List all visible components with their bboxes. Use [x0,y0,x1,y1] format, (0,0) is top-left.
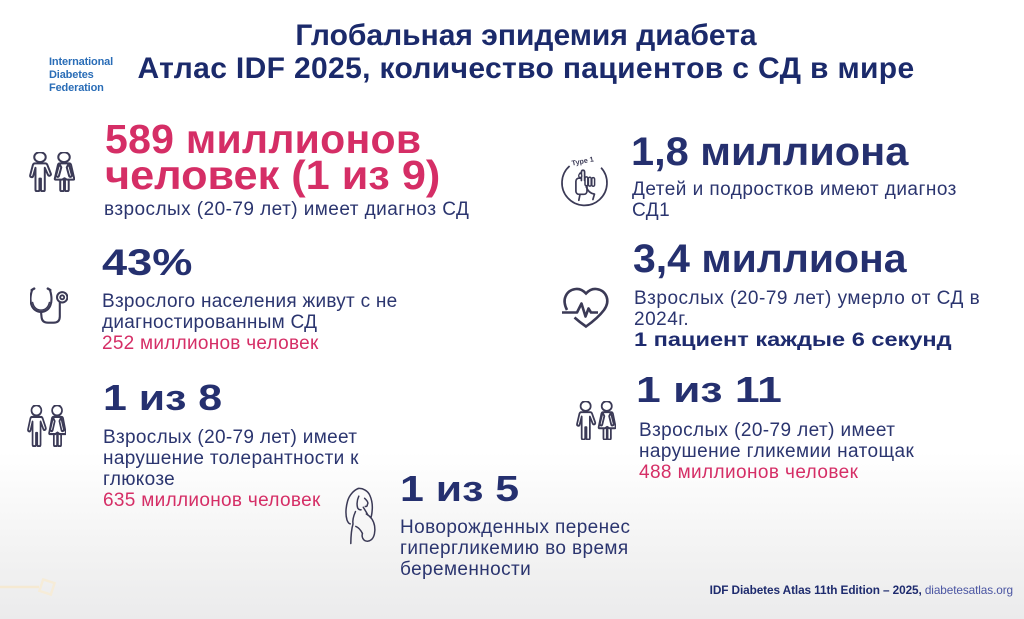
svg-text:Type 1: Type 1 [571,154,595,167]
